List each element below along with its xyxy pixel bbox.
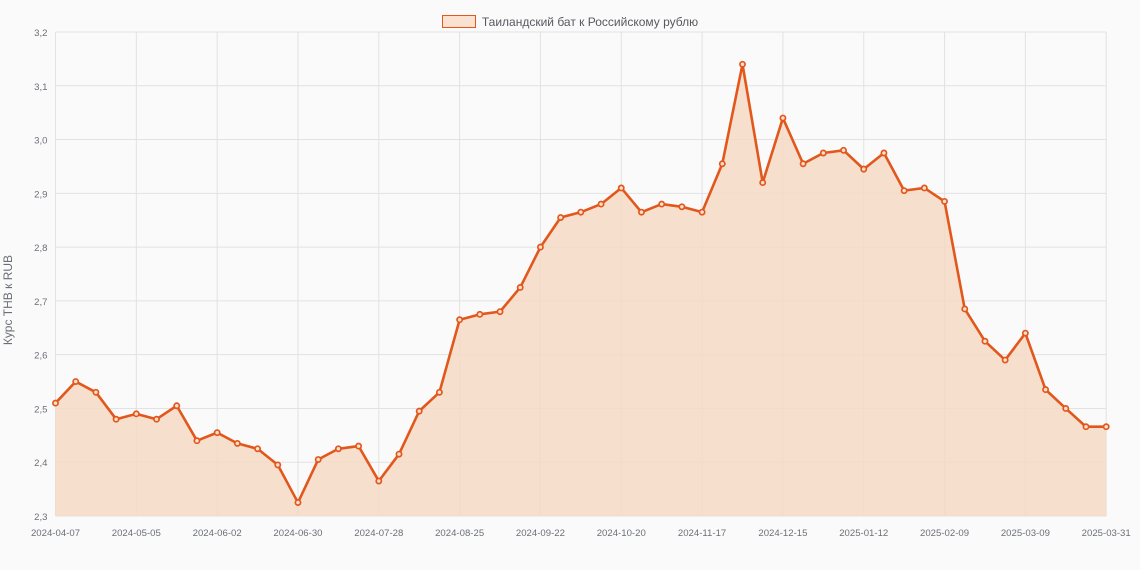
svg-text:2024-09-22: 2024-09-22 [516,528,565,539]
svg-text:2024-10-20: 2024-10-20 [597,528,646,539]
svg-text:2025-01-12: 2025-01-12 [839,528,888,539]
svg-text:2025-03-31: 2025-03-31 [1082,528,1131,539]
svg-text:2024-06-02: 2024-06-02 [193,528,242,539]
svg-text:2,8: 2,8 [34,243,47,254]
svg-text:2024-05-05: 2024-05-05 [112,528,161,539]
svg-text:2,7: 2,7 [34,297,47,308]
svg-text:2024-12-15: 2024-12-15 [758,528,807,539]
svg-text:2,9: 2,9 [34,189,47,200]
svg-text:2025-02-09: 2025-02-09 [920,528,969,539]
svg-text:2024-04-07: 2024-04-07 [31,528,80,539]
svg-text:2,4: 2,4 [34,458,48,469]
svg-text:3,2: 3,2 [34,28,47,39]
svg-text:2024-08-25: 2024-08-25 [435,528,484,539]
svg-text:Курс THB к RUB: Курс THB к RUB [1,255,15,345]
svg-text:2024-07-28: 2024-07-28 [354,528,403,539]
svg-text:2024-06-30: 2024-06-30 [273,528,322,539]
svg-text:2024-11-17: 2024-11-17 [678,528,726,539]
svg-text:2,3: 2,3 [34,512,47,523]
svg-text:2025-03-09: 2025-03-09 [1001,528,1050,539]
svg-text:2,6: 2,6 [34,351,47,362]
svg-text:3,1: 3,1 [34,82,47,93]
svg-text:2,5: 2,5 [34,404,47,415]
svg-text:3,0: 3,0 [34,136,47,147]
